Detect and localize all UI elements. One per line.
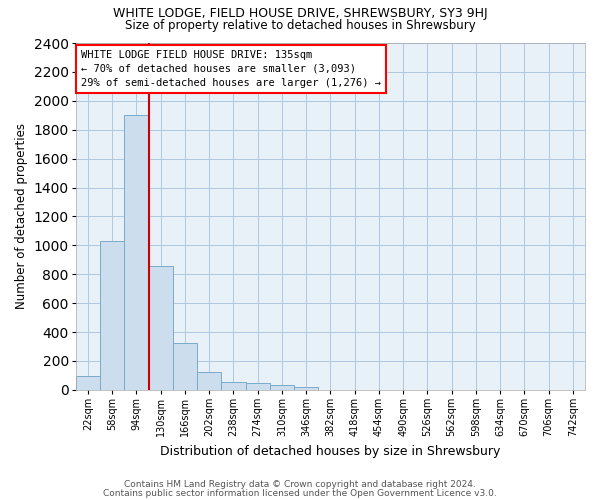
Bar [173,343,197,390]
Bar [149,266,173,390]
Text: WHITE LODGE FIELD HOUSE DRIVE: 135sqm
← 70% of detached houses are smaller (3,09: WHITE LODGE FIELD HOUSE DRIVE: 135sqm ← … [81,50,381,88]
Bar [197,372,221,390]
Text: WHITE LODGE, FIELD HOUSE DRIVE, SHREWSBURY, SY3 9HJ: WHITE LODGE, FIELD HOUSE DRIVE, SHREWSBU… [113,8,487,20]
Y-axis label: Number of detached properties: Number of detached properties [15,124,28,310]
Bar [76,376,100,390]
Bar [100,241,124,390]
Text: Size of property relative to detached houses in Shrewsbury: Size of property relative to detached ho… [125,18,475,32]
Bar [294,387,318,390]
Bar [221,382,245,390]
Text: Contains HM Land Registry data © Crown copyright and database right 2024.: Contains HM Land Registry data © Crown c… [124,480,476,489]
Bar [270,385,294,390]
Bar [245,382,270,390]
X-axis label: Distribution of detached houses by size in Shrewsbury: Distribution of detached houses by size … [160,444,500,458]
Text: Contains public sector information licensed under the Open Government Licence v3: Contains public sector information licen… [103,488,497,498]
Bar [124,116,149,390]
